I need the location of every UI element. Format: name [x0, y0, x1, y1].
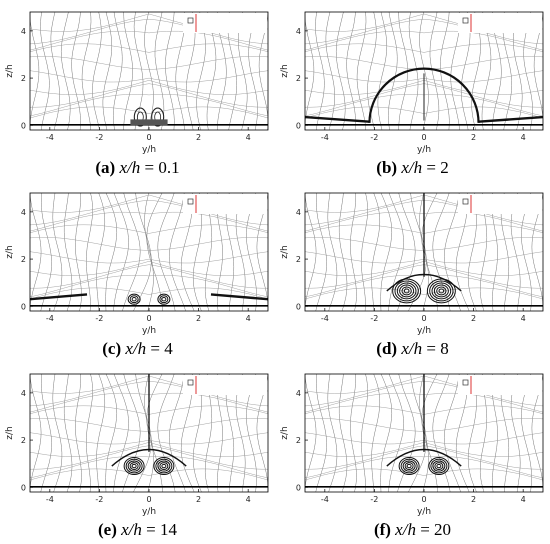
plot-b: -4 -2 0 2 4 0 2 4 y/h z/h — [280, 11, 544, 155]
legend-box — [458, 13, 542, 33]
legend-box — [458, 194, 542, 214]
legend-box — [458, 375, 542, 395]
x-tick-label: 4 — [246, 314, 251, 323]
x-tick-label: 2 — [471, 133, 476, 142]
x-tick-label: -2 — [95, 133, 103, 142]
x-tick-label: 0 — [146, 314, 151, 323]
x-tick-label: -4 — [321, 314, 329, 323]
y-axis-label: z/h — [5, 426, 15, 439]
panel-d: -4 -2 0 2 4 0 2 4 y/h z/h (d) x/h = 8 — [275, 181, 550, 362]
x-tick-label: -4 — [46, 133, 54, 142]
y-tick-label: 0 — [21, 483, 26, 492]
x-tick-label: 2 — [196, 314, 201, 323]
x-tick-label: 4 — [246, 133, 251, 142]
caption-f: (f) x/h = 20 — [373, 520, 452, 539]
streamlines — [305, 374, 543, 492]
x-tick-label: 0 — [421, 314, 426, 323]
y-tick-label: 2 — [21, 436, 26, 445]
x-tick-label: -4 — [321, 133, 329, 142]
x-tick-label: 0 — [421, 495, 426, 504]
x-tick-label: 4 — [246, 495, 251, 504]
y-tick-label: 0 — [296, 302, 301, 311]
y-tick-label: 2 — [296, 74, 301, 83]
x-tick-label: 2 — [196, 133, 201, 142]
x-tick-label: 0 — [146, 133, 151, 142]
legend-box — [183, 194, 267, 214]
y-tick-label: 4 — [296, 208, 301, 217]
x-tick-label: -4 — [46, 314, 54, 323]
y-tick-label: 2 — [21, 255, 26, 264]
panel-e: -4 -2 0 2 4 0 2 4 y/h z/h (e) x/h = 14 — [0, 362, 275, 543]
x-tick-label: 4 — [521, 133, 526, 142]
x-tick-label: -2 — [370, 495, 378, 504]
caption-c: (c) x/h = 4 — [102, 339, 173, 358]
plot-f: -4 -2 0 2 4 0 2 4 y/h z/h — [280, 373, 544, 517]
legend-box — [183, 375, 267, 395]
y-axis-label: z/h — [5, 64, 15, 77]
x-tick-label: 2 — [196, 495, 201, 504]
y-tick-label: 4 — [21, 27, 26, 36]
x-tick-label: -2 — [370, 314, 378, 323]
x-tick-label: -2 — [370, 133, 378, 142]
x-axis-label: y/h — [417, 145, 431, 155]
caption-d: (d) x/h = 8 — [376, 339, 449, 358]
x-tick-label: -4 — [321, 495, 329, 504]
legend-box — [183, 13, 267, 33]
y-tick-label: 0 — [296, 483, 301, 492]
x-tick-label: -4 — [46, 495, 54, 504]
y-tick-label: 4 — [21, 389, 26, 398]
y-tick-label: 0 — [296, 121, 301, 130]
x-tick-label: 0 — [421, 133, 426, 142]
plot-d: -4 -2 0 2 4 0 2 4 y/h z/h — [280, 192, 544, 336]
plot-e: -4 -2 0 2 4 0 2 4 y/h z/h — [5, 373, 269, 517]
plot-c: -4 -2 0 2 4 0 2 4 y/h z/h — [5, 192, 269, 336]
caption-e: (e) x/h = 14 — [98, 520, 177, 539]
x-axis-label: y/h — [142, 507, 156, 517]
y-tick-label: 2 — [21, 74, 26, 83]
panel-a: -4 -2 0 2 4 0 2 4 y/h z/h (a) x/h = 0.1 — [0, 0, 275, 181]
x-axis-label: y/h — [417, 507, 431, 517]
x-tick-label: 2 — [471, 495, 476, 504]
caption-a: (a) x/h = 0.1 — [95, 158, 180, 177]
x-axis-label: y/h — [142, 326, 156, 336]
y-tick-label: 0 — [21, 121, 26, 130]
plot-a: -4 -2 0 2 4 0 2 4 y/h z/h — [5, 11, 269, 155]
x-tick-label: -2 — [95, 314, 103, 323]
streamlines — [30, 193, 268, 311]
x-tick-label: -2 — [95, 495, 103, 504]
y-tick-label: 4 — [296, 27, 301, 36]
y-tick-label: 2 — [296, 255, 301, 264]
y-tick-label: 2 — [296, 436, 301, 445]
x-axis-label: y/h — [417, 326, 431, 336]
y-tick-label: 4 — [296, 389, 301, 398]
panel-f: -4 -2 0 2 4 0 2 4 y/h z/h (f) x/h = 20 — [275, 362, 550, 543]
y-axis-label: z/h — [280, 426, 290, 439]
y-tick-label: 0 — [21, 302, 26, 311]
streamlines — [305, 193, 543, 311]
panel-b: -4 -2 0 2 4 0 2 4 y/h z/h (b) x/h = 2 — [275, 0, 550, 181]
caption-b: (b) x/h = 2 — [376, 158, 449, 177]
y-axis-label: z/h — [5, 245, 15, 258]
x-tick-label: 4 — [521, 495, 526, 504]
y-axis-label: z/h — [280, 64, 290, 77]
x-tick-label: 2 — [471, 314, 476, 323]
y-tick-label: 4 — [21, 208, 26, 217]
y-axis-label: z/h — [280, 245, 290, 258]
streamlines — [305, 12, 543, 130]
x-axis-label: y/h — [142, 145, 156, 155]
x-tick-label: 4 — [521, 314, 526, 323]
x-tick-label: 0 — [146, 495, 151, 504]
panel-c: -4 -2 0 2 4 0 2 4 y/h z/h (c) x/h = 4 — [0, 181, 275, 362]
